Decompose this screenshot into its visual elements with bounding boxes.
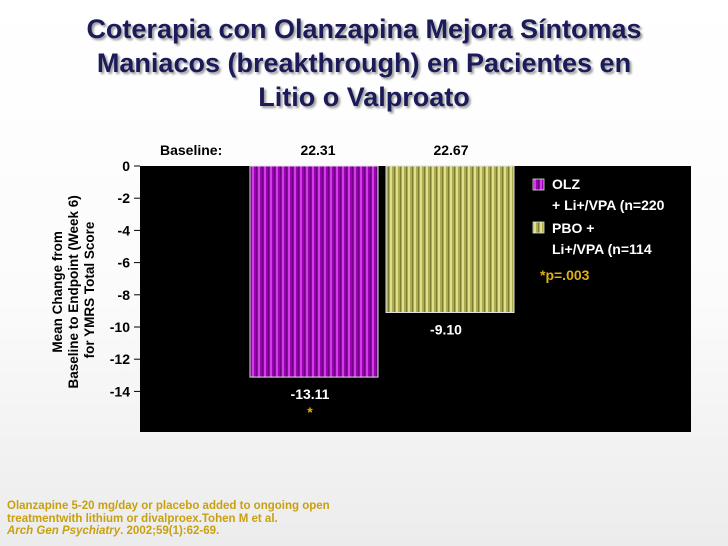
baseline-value-pbo: 22.67 xyxy=(433,142,468,158)
footnote-citation: Arch Gen Psychiatry. 2002;59(1):62-69. xyxy=(7,525,527,538)
y-axis-title-line-3: for YMRS Total Score xyxy=(82,221,97,358)
citation-journal: Arch Gen Psychiatry xyxy=(7,525,121,537)
title-line-1: Coterapia con Olanzapina Mejora Síntomas xyxy=(86,14,642,44)
legend-pbo-line-2: Li+/VPA (n=114 xyxy=(552,241,652,257)
y-tick-label: -4 xyxy=(118,222,131,238)
bar-pbo xyxy=(385,165,515,314)
legend-entry-olz: OLZ + Li+/VPA (n=220 xyxy=(552,176,665,213)
footnote: Olanzapine 5-20 mg/day or placebo added … xyxy=(7,500,527,538)
y-tick-label: -6 xyxy=(118,255,131,271)
value-label-olz: -13.11 xyxy=(291,386,330,402)
y-axis-title: Mean Change from Baseline to Endpoint (W… xyxy=(50,191,97,388)
title-line-2: Maniacos (breakthrough) en Pacientes en xyxy=(96,48,632,78)
y-tick-label: -14 xyxy=(110,383,130,399)
y-tick-label: -12 xyxy=(110,351,130,367)
legend-swatch-pbo xyxy=(532,221,545,234)
slide-title: Coterapia con Olanzapina Mejora Síntomas… xyxy=(0,12,728,114)
y-axis: 0 -2 -4 -6 -8 -10 -12 -14 xyxy=(110,158,140,399)
y-tick-label: -10 xyxy=(110,319,130,335)
legend-olz-line-2: + Li+/VPA (n=220 xyxy=(552,197,665,213)
legend-pbo-line-1: PBO + xyxy=(552,220,594,236)
footnote-line-1: Olanzapine 5-20 mg/day or placebo added … xyxy=(7,500,330,512)
legend-entry-pbo: PBO + Li+/VPA (n=114 xyxy=(552,220,652,257)
value-label-pbo: -9.10 xyxy=(430,322,462,338)
footnote-line-2: treatmentwith lithium or divalproex.Tohe… xyxy=(7,512,278,525)
baseline-label: Baseline: xyxy=(160,142,222,158)
title-line-3: Litio o Valproato xyxy=(258,82,470,112)
y-axis-title-line-1: Mean Change from xyxy=(50,231,65,353)
baseline-value-olz: 22.31 xyxy=(300,142,335,158)
y-tick-label: -2 xyxy=(118,190,131,206)
significance-annotation: *p=.003 xyxy=(540,267,590,283)
bar-olz xyxy=(249,165,379,378)
y-axis-title-line-2: Baseline to Endpoint (Week 6) xyxy=(66,195,81,388)
legend-swatch-olz xyxy=(532,178,545,191)
significance-marker-olz: * xyxy=(307,404,313,420)
y-tick-label: -8 xyxy=(118,287,131,303)
y-tick-label: 0 xyxy=(122,158,130,174)
citation-ref: . 2002;59(1):62-69. xyxy=(120,525,220,537)
legend-olz-line-1: OLZ xyxy=(552,176,580,192)
legend: OLZ + Li+/VPA (n=220 PBO + Li+/VPA (n=11… xyxy=(532,176,665,257)
